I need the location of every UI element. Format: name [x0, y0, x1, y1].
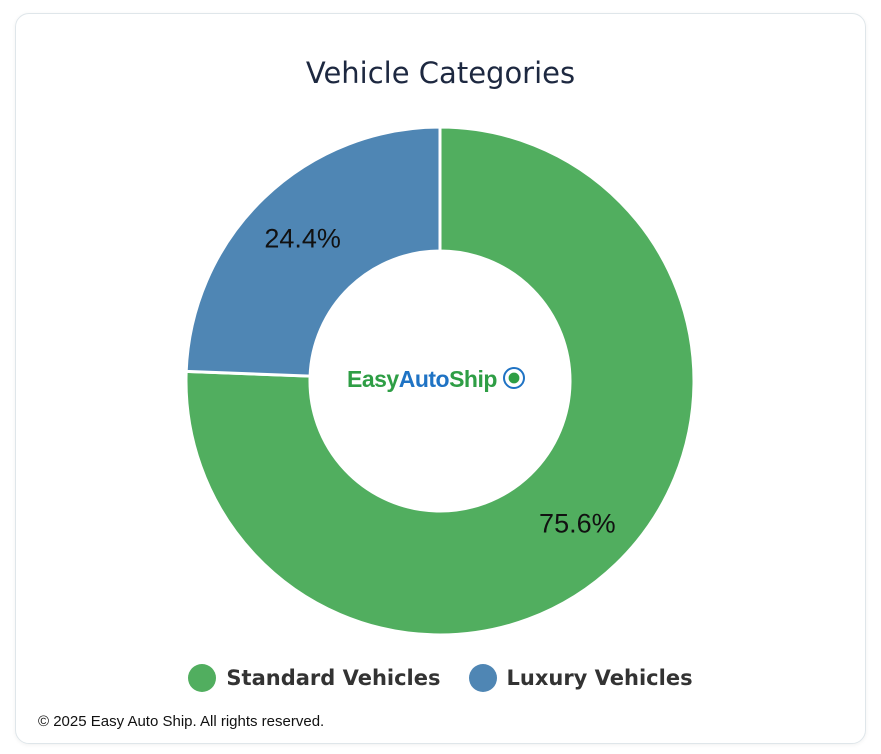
legend: Standard Vehicles Luxury Vehicles — [0, 664, 881, 692]
data-label-0: 75.6% — [539, 509, 616, 539]
legend-label-luxury: Luxury Vehicles — [506, 666, 693, 690]
legend-swatch-standard — [188, 664, 217, 692]
chart-title: Vehicle Categories — [305, 56, 576, 90]
chart-card — [15, 13, 866, 744]
logo-part-easy: Easy — [347, 366, 399, 392]
data-label-1: 24.4% — [264, 223, 341, 253]
car-icon — [502, 367, 525, 389]
logo: EasyAutoShip — [347, 366, 525, 393]
donut-slice-0[interactable] — [184, 125, 696, 637]
donut-slice-1[interactable] — [184, 125, 442, 378]
logo-part-ship: Ship — [449, 366, 497, 392]
legend-item-standard[interactable]: Standard Vehicles — [188, 664, 441, 692]
legend-label-standard: Standard Vehicles — [226, 666, 441, 690]
legend-swatch-luxury — [468, 664, 497, 692]
legend-item-luxury[interactable]: Luxury Vehicles — [468, 664, 693, 692]
footer-copyright: © 2025 Easy Auto Ship. All rights reserv… — [38, 713, 325, 730]
logo-part-auto: Auto — [398, 366, 450, 392]
